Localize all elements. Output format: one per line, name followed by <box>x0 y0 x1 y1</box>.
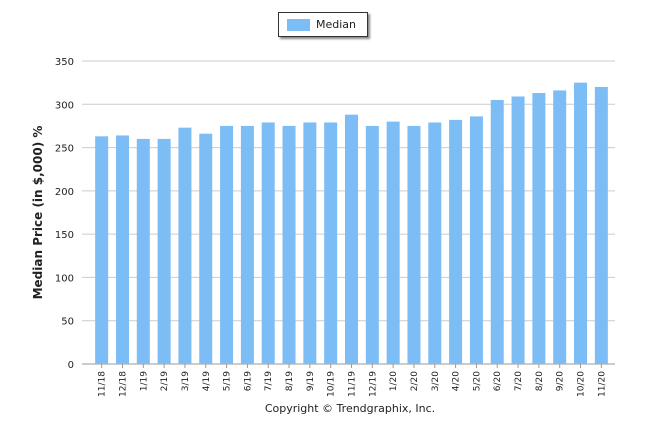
bar-6/20 <box>490 99 504 364</box>
x-tick-label: 7/20 <box>514 371 524 391</box>
bar-4/20 <box>449 119 463 365</box>
x-tick-label: 3/20 <box>431 371 441 391</box>
bar-5/20 <box>469 116 483 364</box>
y-tick-label: 150 <box>55 230 74 241</box>
y-tick-label: 200 <box>55 187 74 198</box>
x-tick-label: 2/19 <box>160 371 170 391</box>
bar-4/19 <box>199 133 213 364</box>
x-tick-label: 8/19 <box>285 371 295 391</box>
x-tick-label: 7/19 <box>264 371 274 391</box>
bar-9/19 <box>303 122 317 364</box>
x-tick-label: 6/19 <box>243 371 253 391</box>
x-tick-label: 5/19 <box>223 371 233 391</box>
x-tick-label: 5/20 <box>472 371 482 391</box>
y-axis-label: Median Price (in $,000) % <box>31 126 45 300</box>
x-tick-label: 10/19 <box>327 371 337 397</box>
bar-10/20 <box>574 82 588 365</box>
bar-6/19 <box>240 125 254 364</box>
bar-12/19 <box>365 125 379 364</box>
legend: Median <box>278 12 368 37</box>
x-tick-label: 9/20 <box>556 371 566 391</box>
bar-5/19 <box>220 125 234 364</box>
x-tick-label: 11/20 <box>597 371 607 397</box>
bar-3/20 <box>428 122 442 364</box>
x-tick-label: 12/18 <box>118 371 128 397</box>
bar-8/19 <box>282 125 296 364</box>
bar-8/20 <box>532 93 546 364</box>
bar-11/19 <box>345 114 358 364</box>
bar-1/19 <box>136 138 150 364</box>
x-tick-label: 10/20 <box>577 371 587 397</box>
x-tick-label: 12/19 <box>368 371 378 397</box>
x-tick-label: 4/19 <box>202 371 212 391</box>
bar-7/19 <box>261 122 275 364</box>
bar-10/19 <box>324 122 338 364</box>
bar-2/20 <box>407 125 421 364</box>
y-tick-label: 50 <box>61 317 74 328</box>
x-tick-label: 9/19 <box>306 371 316 391</box>
x-tick-label: 8/20 <box>535 371 545 391</box>
copyright: Copyright © Trendgraphix, Inc. <box>264 402 436 415</box>
x-tick-label: 4/20 <box>452 371 462 391</box>
bar-7/20 <box>511 96 525 364</box>
legend-swatch-median <box>287 18 310 31</box>
bar-1/20 <box>386 121 400 364</box>
y-tick-label: 350 <box>55 57 74 68</box>
legend-label-median: Median <box>316 18 357 31</box>
x-tick-label: 2/20 <box>410 371 420 391</box>
bar-2/19 <box>157 138 171 364</box>
y-tick-label: 300 <box>55 100 74 111</box>
bar-12/18 <box>115 135 129 364</box>
y-tick-label: 100 <box>55 273 74 284</box>
bar-9/20 <box>553 90 567 364</box>
bar-3/19 <box>178 127 192 364</box>
bar-11/20 <box>594 86 608 364</box>
x-tick-label: 3/19 <box>181 371 191 391</box>
bar-11/18 <box>95 136 109 364</box>
x-tick-label: 1/19 <box>139 371 149 391</box>
x-tick-label: 11/18 <box>98 371 108 397</box>
y-tick-label: 250 <box>55 144 74 155</box>
y-tick-label: 0 <box>68 360 74 371</box>
x-tick-label: 1/20 <box>389 371 399 391</box>
x-tick-label: 11/19 <box>348 371 358 397</box>
x-tick-label: 6/20 <box>493 371 503 391</box>
